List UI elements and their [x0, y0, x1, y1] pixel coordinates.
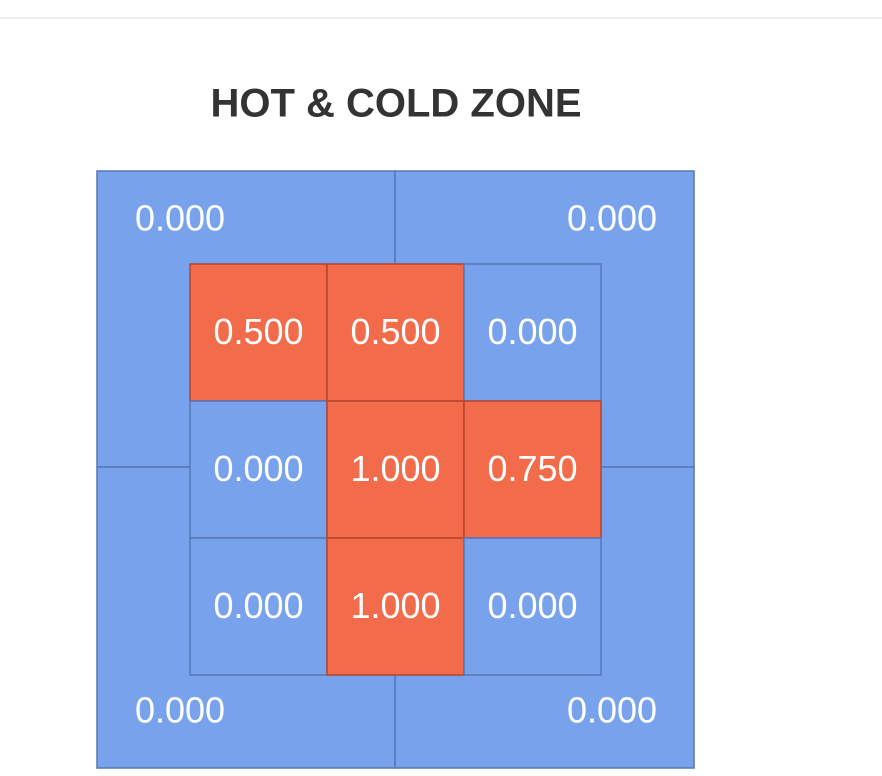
inner-zone-label: 0.000	[487, 585, 577, 626]
outer-zone-label: 0.000	[567, 198, 657, 239]
chart-title: HOT & COLD ZONE	[210, 82, 581, 126]
inner-zone	[326, 400, 465, 539]
inner-zone-label: 1.000	[350, 448, 440, 489]
inner-zone	[189, 400, 328, 539]
outer-zone-label: 0.000	[567, 690, 657, 731]
inner-zone	[326, 263, 465, 402]
inner-zone	[189, 537, 328, 676]
outer-zone-label: 0.000	[135, 690, 225, 731]
inner-zone	[326, 537, 465, 676]
inner-zone-label: 0.000	[213, 448, 303, 489]
inner-zone	[463, 263, 602, 402]
inner-zone	[463, 537, 602, 676]
inner-zone-label: 0.500	[350, 311, 440, 352]
inner-zone-label: 0.500	[213, 311, 303, 352]
outer-zone-label: 0.000	[135, 198, 225, 239]
inner-zone-label: 0.000	[487, 311, 577, 352]
inner-zone-label: 1.000	[350, 585, 440, 626]
inner-zone	[463, 400, 602, 539]
inner-zone-label: 0.750	[487, 448, 577, 489]
inner-zone-label: 0.000	[213, 585, 303, 626]
